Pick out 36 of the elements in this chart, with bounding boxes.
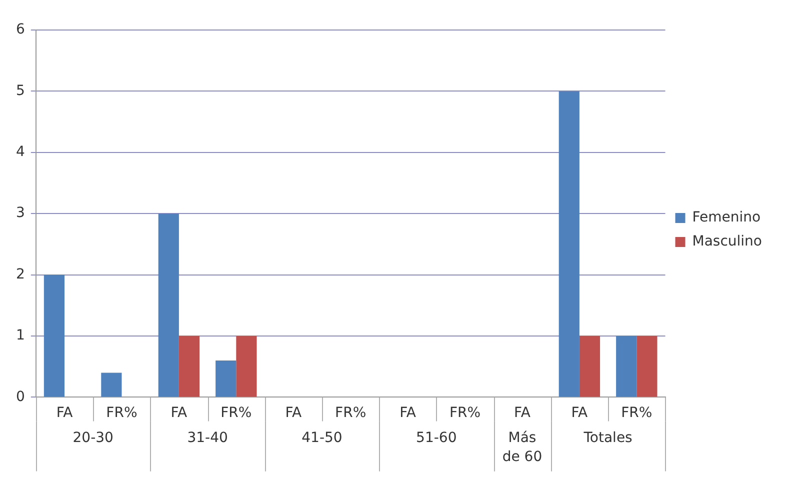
y-tick-label: 2 <box>16 266 25 282</box>
x-tick-label: FA <box>56 405 74 422</box>
x-tick-label: FA <box>571 405 588 422</box>
text: 31-40 <box>187 430 228 446</box>
text: Totales <box>582 430 632 446</box>
x-tick-label: FA <box>400 405 416 422</box>
y-tick-label: 4 <box>16 144 25 160</box>
text: 51-60 <box>416 430 457 446</box>
legend-label: Masculino <box>692 234 762 250</box>
bar <box>558 91 580 397</box>
y-tick-label: 6 <box>16 22 25 38</box>
legend-label: Femenino <box>692 210 761 226</box>
x-tick-label: FA <box>285 405 302 422</box>
bar <box>178 336 200 397</box>
bar <box>579 336 600 397</box>
y-tick-label: 0 <box>16 388 25 405</box>
x-tick-label: FA <box>170 405 188 422</box>
x-tick-label: FR% <box>449 405 481 422</box>
bar <box>158 214 179 397</box>
y-tick-label: 5 <box>16 82 25 99</box>
text: Más de 60 <box>502 430 542 465</box>
bar <box>236 336 257 397</box>
bar <box>101 372 122 397</box>
text: 41-50 <box>302 430 342 446</box>
y-tick-label: 3 <box>16 205 25 222</box>
bar <box>44 274 65 397</box>
bar <box>616 336 637 397</box>
x-tick-label: FR% <box>335 405 366 422</box>
y-tick-label: 1 <box>16 328 25 344</box>
bar <box>216 360 236 397</box>
x-tick-label: FA <box>514 405 531 422</box>
text: 20-30 <box>72 430 114 446</box>
bar <box>636 336 658 397</box>
x-tick-label: FR% <box>621 405 652 422</box>
x-tick-label: FR% <box>106 405 138 422</box>
x-tick-label: FR% <box>220 405 252 422</box>
